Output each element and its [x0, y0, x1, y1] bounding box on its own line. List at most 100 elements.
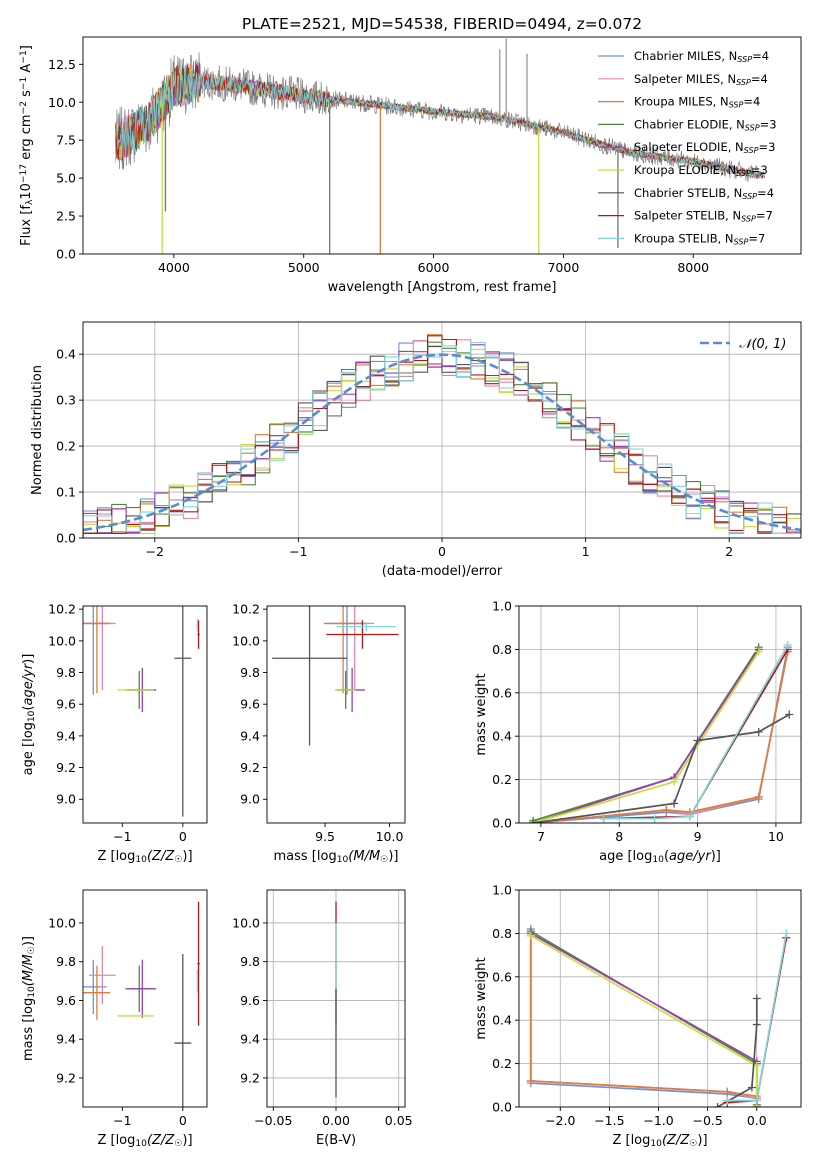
y-tick-label: 2.5	[56, 209, 76, 224]
y-tick-label: 5.0	[56, 171, 76, 186]
y-tick-label: 0.3	[56, 393, 76, 408]
x-tick-label: −0.05	[254, 1113, 292, 1128]
x-axis-label-part: (Z/Z	[147, 1133, 175, 1148]
spectrum-panel: 4000 5000 6000 7000 8000 0.0 2.5 5.0 7.5 10.0 12.5…	[19, 36, 802, 295]
x-axis-label-part: )]	[388, 849, 398, 864]
legend-entry-count: 4	[753, 95, 760, 109]
series-line	[533, 647, 789, 823]
legend-entry-eq: =	[758, 140, 768, 154]
y-tick-label: 0.1	[56, 485, 76, 500]
legend-entry-count: 3	[769, 117, 776, 131]
line-plot-area	[526, 925, 791, 1107]
legend-entry-subscript: SSP	[745, 123, 760, 132]
y-axis-label-part: erg cm	[19, 114, 34, 163]
y-tick-label: 0.0	[56, 531, 76, 546]
x-tick-label: 9.5	[315, 829, 335, 844]
y-tick-label: 9.2	[56, 760, 76, 775]
legend-entry-subscript: SSP	[729, 100, 744, 109]
x-tick-label: −0.5	[692, 1113, 722, 1128]
x-axis-label-part: age/yr	[669, 849, 712, 864]
series-marker	[754, 647, 763, 656]
y-tick-label: 9.8	[56, 954, 76, 969]
y-axis-label-part: 10	[27, 710, 37, 722]
y-tick-label: 9.6	[240, 697, 260, 712]
legend-entry-name: Kroupa ELODIE	[634, 163, 720, 177]
y-tick-label: 9.4	[56, 1032, 76, 1047]
series-marker	[752, 1020, 761, 1029]
y-tick-label: 10.0	[48, 633, 76, 648]
legend-entry-subscript: SSP	[741, 214, 756, 223]
series-marker	[747, 1083, 756, 1092]
series-marker	[752, 1096, 761, 1105]
y-axis-label-part: −1	[19, 50, 29, 63]
x-tick-label: 0	[179, 1113, 187, 1128]
x-axis-label-part: mass [log	[274, 849, 337, 864]
x-axis-label-part: ☉	[174, 855, 182, 865]
series-marker	[685, 812, 694, 821]
errorbar-plot-area	[83, 606, 200, 817]
series-marker	[783, 641, 792, 650]
series-line	[603, 644, 789, 820]
legend-entry-subscript: SSP	[734, 237, 749, 246]
x-axis-label-part: ☉	[174, 1139, 182, 1149]
y-axis-label-part: age [log	[21, 722, 36, 775]
y-axis-label-part: Flux [f	[19, 205, 34, 246]
errorbar-plot-area	[272, 606, 399, 746]
legend-entry-sep: , N	[725, 209, 741, 223]
y-tick-label: 9.8	[240, 954, 260, 969]
y-axis-label-part: (M/M	[21, 954, 36, 986]
x-axis-label: mass [log10(M/M☉)]	[274, 849, 399, 865]
legend-entry-name: Chabrier STELIB	[634, 186, 726, 200]
series-marker	[723, 1087, 732, 1096]
x-axis-label-part: )]	[182, 849, 192, 864]
legend-entry-eq: =	[751, 72, 761, 86]
x-tick-label: −1.5	[594, 1113, 624, 1128]
series-marker	[782, 929, 791, 938]
legend-entry-label: Kroupa ELODIE, NSSP=3	[634, 163, 768, 178]
legend-entry-sep: , N	[728, 140, 744, 154]
legend-entry-count: 7	[766, 209, 773, 223]
y-axis-label-part: 10	[27, 986, 37, 998]
x-axis-label: age [log10(age/yr)]	[599, 849, 721, 865]
y-tick-label: 9.4	[240, 1032, 260, 1047]
y-tick-label: 9.6	[240, 993, 260, 1008]
series-marker	[723, 1096, 732, 1105]
series-marker	[662, 805, 671, 814]
y-axis-label-part: )]	[21, 654, 36, 664]
y-tick-label: 0.0	[56, 247, 76, 262]
series-marker	[693, 736, 702, 745]
x-tick-label: 8	[615, 829, 623, 844]
legend-entry-count: 7	[758, 231, 765, 245]
errorbar-plot-area	[83, 901, 200, 1107]
legend-entry-name: Salpeter STELIB	[634, 209, 725, 223]
x-tick-label: 0	[179, 829, 187, 844]
axes-frame	[82, 36, 802, 255]
axes-frame	[266, 605, 406, 824]
legend-entry-eq: =	[760, 117, 770, 131]
y-tick-label: 0.6	[492, 969, 512, 984]
histogram-plot-area	[83, 334, 801, 538]
x-tick-label: 0	[438, 544, 446, 559]
y-axis-label-part: (	[21, 705, 36, 710]
legend-entry-sep: , N	[720, 72, 736, 86]
figure-title: PLATE=2521, MJD=54538, FIBERID=0494, z=0…	[242, 15, 642, 33]
y-axis-label-part: ]	[19, 45, 34, 50]
x-tick-label: 7000	[547, 260, 579, 275]
x-tick-label: −2.0	[545, 1113, 575, 1128]
y-tick-label: 10.0	[232, 915, 260, 930]
x-axis-label-part: (Z/Z	[147, 849, 175, 864]
y-tick-label: 0.8	[492, 642, 512, 657]
x-axis-label-part: (	[664, 849, 669, 864]
legend-entry-label: 𝒩(0, 1)	[739, 337, 786, 352]
legend-entry-name: Salpeter MILES	[634, 72, 720, 86]
histogram-step	[83, 346, 801, 538]
x-axis-label: (data-model)/error	[382, 564, 503, 579]
y-tick-label: 9.2	[56, 1070, 76, 1085]
y-tick-label: 10.0	[48, 95, 76, 110]
axes-frame	[82, 605, 208, 824]
x-axis-label-part: Z [log	[97, 849, 135, 864]
x-axis-label-part: (M/M	[348, 849, 380, 864]
series-marker	[650, 814, 659, 823]
series-marker	[754, 727, 763, 736]
